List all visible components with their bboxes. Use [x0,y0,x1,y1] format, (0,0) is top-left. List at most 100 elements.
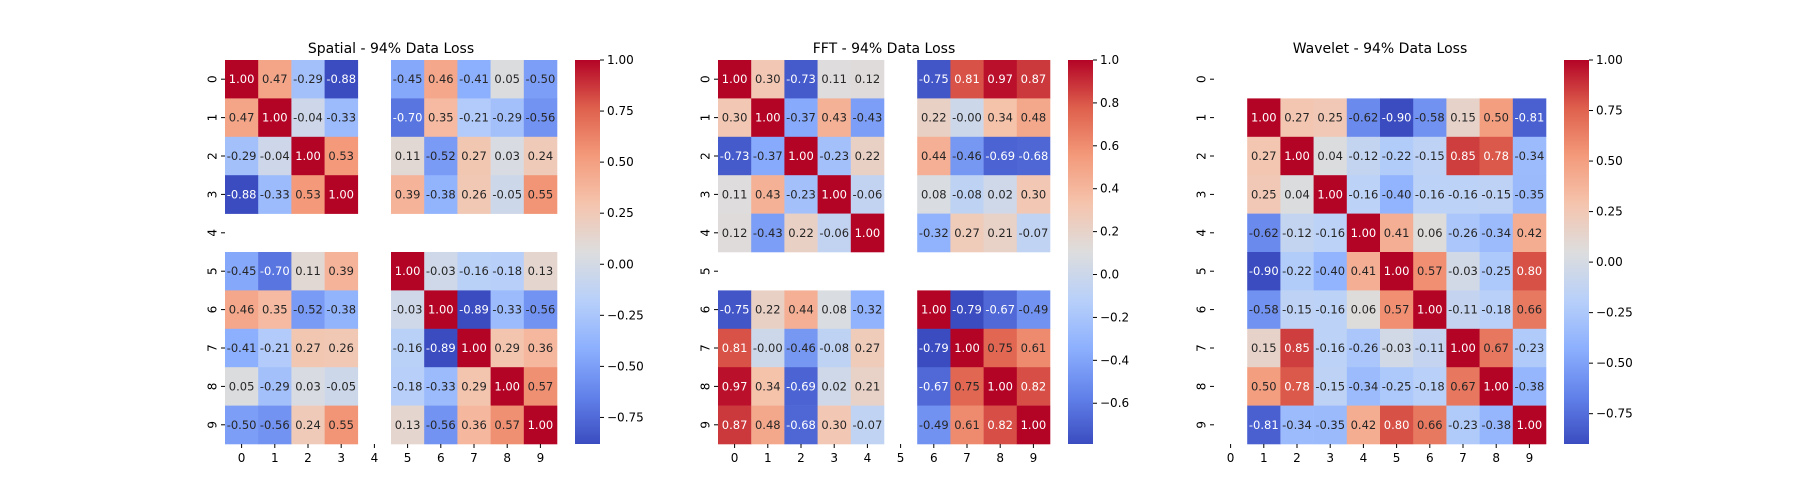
heatmap-cell [457,98,491,138]
cell-value-label: 0.27 [295,341,321,355]
cell-value-label: 0.85 [1450,149,1476,163]
cell-value-label: 0.34 [987,111,1013,125]
cell-value-label: 1.00 [821,187,847,201]
cell-value-label: 0.47 [229,111,255,125]
x-tick-label: 7 [1459,451,1467,465]
heatmap-cell [391,328,425,368]
heatmap-cell [1313,328,1348,368]
y-tick-label: 5 [699,267,713,275]
heatmap-cell [751,60,785,99]
cell-value-label: -0.06 [853,187,883,201]
cell-value-label: -0.05 [326,379,356,393]
cell-value-label: 1.00 [1450,341,1476,355]
heatmap-cell [1413,252,1447,291]
heatmap-cell [490,98,525,138]
cell-value-label: 0.15 [1450,111,1476,125]
heatmap-cell [391,290,425,330]
cell-value-label: -0.06 [819,226,849,240]
cell-value-label: 0.44 [788,303,814,317]
heatmap-cell [983,328,1018,368]
heatmap-cell [258,98,292,138]
chart-title: Wavelet - 94% Data Loss [1293,41,1468,57]
heatmap-cell [490,60,525,99]
heatmap-cell [1280,252,1314,291]
cell-value-label: 0.36 [528,341,554,355]
heatmap-cell [950,405,984,445]
cell-value-label: -0.67 [919,379,949,393]
cell-value-label: 0.35 [428,111,454,125]
cell-value-label: 0.30 [722,111,748,125]
heatmap-cell [225,60,259,99]
heatmap-cell [1380,175,1414,214]
heatmap-cell [1479,213,1514,253]
cell-value-label: 0.27 [1284,111,1310,125]
y-tick-label: 1 [699,114,713,122]
cell-value-label: -0.00 [952,111,982,125]
heatmap-cell [983,367,1018,406]
heatmap-cell [523,252,558,291]
cell-value-label: 0.61 [1021,341,1047,355]
y-tick-label: 9 [206,421,220,429]
heatmap-cell [1313,175,1348,214]
heatmap-cell [1413,98,1447,138]
cell-value-label: -0.04 [293,111,323,125]
heatmap-cell [751,213,785,253]
heatmap-cell [983,60,1018,99]
cell-value-label: -0.38 [326,303,356,317]
heatmap-cell [1446,136,1480,176]
chart-title: Spatial - 94% Data Loss [308,41,474,57]
heatmap-cell [1016,98,1051,138]
heatmap-cell [950,213,984,253]
x-tick-label: 0 [731,451,739,465]
y-tick-label: 8 [699,383,713,391]
heatmap-cell [490,136,525,176]
cell-value-label: -0.40 [1315,264,1345,278]
heatmap-cell [751,136,785,176]
heatmap-cell [1016,405,1051,445]
cell-value-label: -0.68 [1019,149,1049,163]
cell-value-label: 0.21 [987,226,1013,240]
x-tick-label: 1 [271,451,279,465]
cell-value-label: -0.00 [753,341,783,355]
colorbar-tick-label: 0.00 [1596,255,1623,269]
cell-value-label: -0.58 [1249,303,1279,317]
cell-value-label: -0.49 [919,418,949,432]
cell-value-label: -0.08 [819,341,849,355]
heatmap-cell [1016,290,1051,330]
cell-value-label: -0.75 [919,72,949,86]
colorbar-tick-label: 0.0 [1100,268,1119,282]
heatmap-cell [817,367,852,406]
heatmap-cell [457,367,491,406]
chart-title: FFT - 94% Data Loss [813,41,956,57]
colorbar-tick-label: −0.25 [607,308,644,322]
cell-value-label: -0.23 [1515,341,1545,355]
cell-value-label: 0.12 [722,226,748,240]
cell-value-label: 0.08 [821,303,847,317]
heatmap-cell [1446,175,1480,214]
heatmap-cell [391,136,425,176]
cell-value-label: 1.00 [494,379,520,393]
heatmap-cell [424,98,458,138]
cell-value-label: -0.04 [260,149,290,163]
y-tick-label: 9 [699,421,713,429]
cell-value-label: 0.53 [295,187,321,201]
x-tick-label: 9 [537,451,545,465]
cell-value-label: 0.57 [528,379,554,393]
y-tick-label: 4 [1195,229,1209,237]
heatmap-cell [1380,367,1414,406]
cell-value-label: -0.15 [1415,149,1445,163]
cell-value-label: -0.81 [1249,418,1279,432]
heatmap-cell [784,175,818,214]
heatmap-cell [1247,136,1281,176]
heatmap-cell [1479,290,1514,330]
heatmap-cell [1512,328,1547,368]
y-tick-label: 6 [1195,306,1209,314]
cell-value-label: -0.73 [786,72,816,86]
heatmap-cell [457,136,491,176]
cell-value-label: -0.45 [393,72,423,86]
cell-value-label: -0.88 [227,187,257,201]
heatmap-cell [324,328,359,368]
heatmap-cell [391,252,425,291]
cell-value-label: -0.16 [459,264,489,278]
y-tick-label: 5 [206,267,220,275]
